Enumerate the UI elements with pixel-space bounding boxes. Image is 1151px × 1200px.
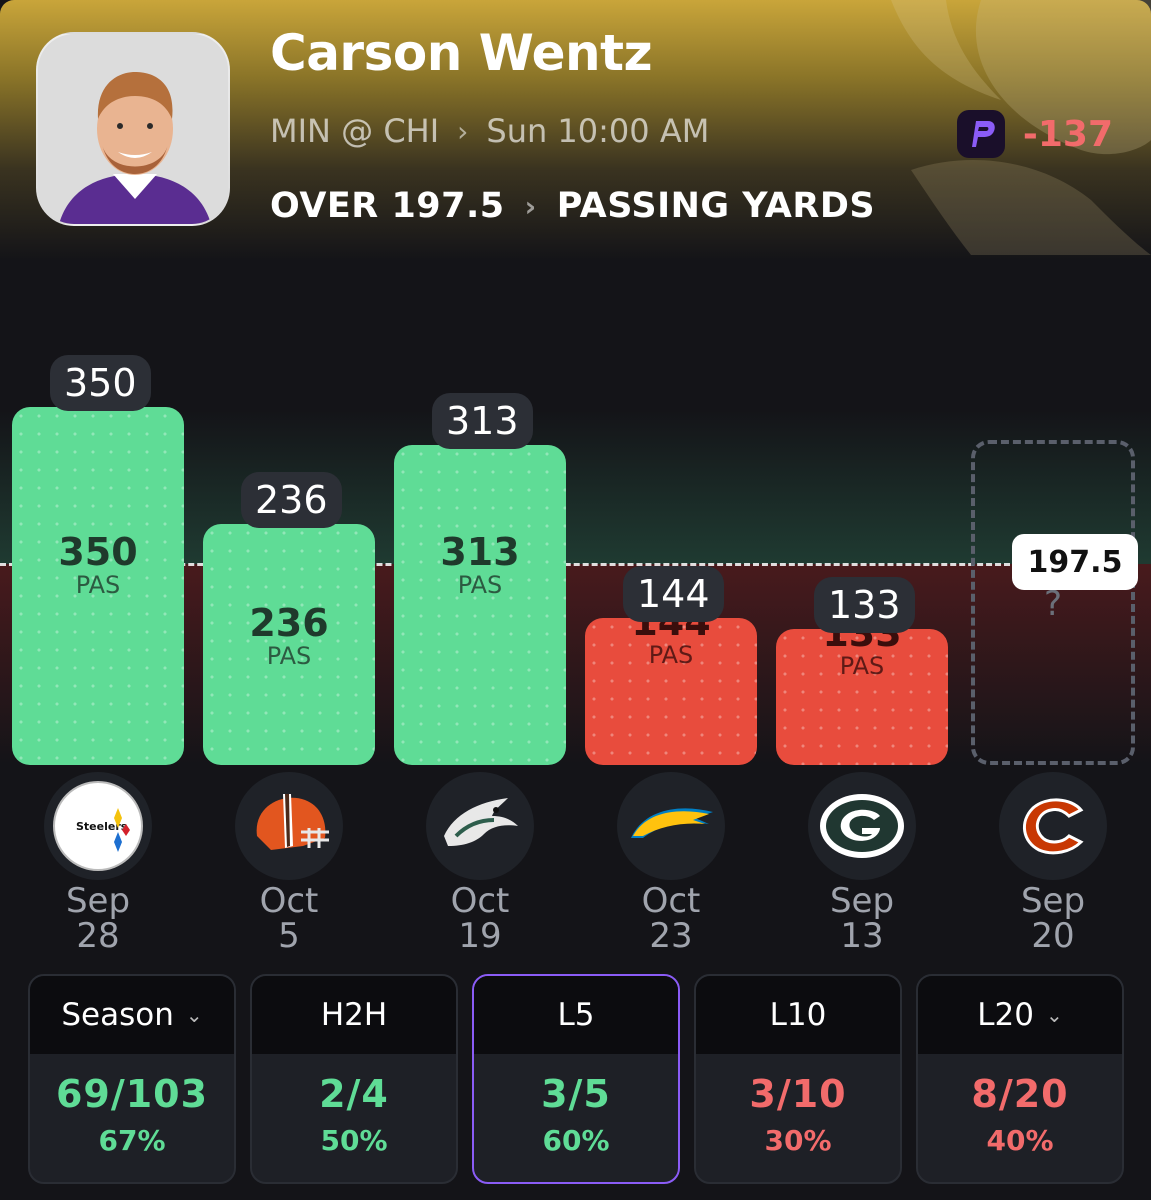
game-month: Sep (65, 881, 131, 921)
split-tab-season[interactable]: Season ⌄ 69/103 67% (28, 974, 236, 1184)
split-fraction: 2/4 (319, 1072, 389, 1116)
prizepicks-logo-icon (956, 110, 1005, 158)
split-percent: 50% (320, 1124, 388, 1157)
split-tab-l10[interactable]: L10 3/10 30% (694, 974, 902, 1184)
under-bar[interactable]: 133 PAS (776, 614, 948, 765)
opponent-game[interactable]: Oct 5 (214, 772, 364, 953)
chevron-down-icon[interactable]: ⌄ (185, 1003, 203, 1027)
bears-logo-icon (999, 772, 1107, 880)
bar-unit-label: PAS (75, 571, 121, 599)
split-header: L20 ⌄ (918, 976, 1122, 1054)
over-bar[interactable]: 350 PAS (12, 407, 184, 765)
line-value: OVER 197.5 (270, 186, 505, 226)
game-info: MIN @ CHI › Sun 10:00 AM (270, 112, 709, 150)
split-fraction: 8/20 (971, 1072, 1069, 1116)
split-tab-h2h[interactable]: H2H 2/4 50% (250, 974, 458, 1184)
game-day: 19 (458, 915, 502, 956)
split-header: Season ⌄ (30, 976, 234, 1054)
bar-unit-label: PAS (266, 641, 312, 670)
bar-value-label: 350 (58, 530, 138, 574)
split-fraction: 3/10 (749, 1072, 847, 1116)
split-label: L10 (769, 997, 827, 1033)
chevron-right-icon: › (457, 114, 469, 148)
steelers-logo-icon: Steelers (44, 772, 152, 880)
game-month: Oct (450, 881, 510, 921)
bar-top-tag: 350 (50, 355, 151, 411)
vikings-horn-icon (891, 0, 1151, 255)
game-day: 5 (278, 915, 300, 956)
bar-top-tag: 236 (241, 471, 342, 528)
split-label: H2H (320, 997, 388, 1033)
under-zone (0, 564, 1151, 764)
game-day: 13 (840, 915, 884, 956)
pending-bar[interactable]: ? (971, 440, 1135, 765)
game-day: 20 (1031, 915, 1075, 956)
opponent-game[interactable]: Oct 23 (596, 772, 746, 953)
split-label: Season (61, 997, 174, 1033)
bar-top-tag: 313 (432, 392, 533, 449)
game-month: Oct (259, 881, 319, 921)
player-name: Carson Wentz (270, 24, 653, 82)
game-month: Sep (829, 881, 895, 921)
opponent-game[interactable]: Oct 19 (405, 772, 555, 953)
split-header: L10 (696, 976, 900, 1054)
split-fraction: 3/5 (541, 1072, 611, 1116)
odds-value: -137 (1022, 113, 1113, 155)
under-bar[interactable]: 144 PAS (585, 603, 757, 765)
threshold-label: 197.5 (1012, 534, 1138, 590)
svg-text:Steelers: Steelers (76, 820, 128, 833)
split-header: H2H (252, 976, 456, 1054)
player-header: Carson Wentz MIN @ CHI › Sun 10:00 AM OV… (0, 0, 1151, 260)
bar-top-tag: 133 (814, 576, 915, 633)
game-day: 23 (649, 915, 693, 956)
split-label: L5 (557, 997, 595, 1033)
game-day: 28 (76, 915, 120, 956)
player-avatar (36, 32, 230, 226)
player-photo-icon (38, 34, 228, 224)
opponent-game[interactable]: Sep 13 (787, 772, 937, 953)
bar-unit-label: PAS (839, 651, 885, 680)
split-tab-l20[interactable]: L20 ⌄ 8/20 40% (916, 974, 1124, 1184)
browns-helmet-icon (235, 772, 343, 880)
game-month: Sep (1020, 881, 1086, 921)
bar-value-label: 313 (440, 529, 520, 574)
bar-top-tag: 144 (623, 565, 724, 622)
split-percent: 67% (98, 1124, 166, 1157)
split-header: L5 (474, 976, 678, 1054)
odds-display[interactable]: -137 (956, 110, 1113, 158)
bar-unit-label: PAS (457, 570, 503, 599)
split-percent: 60% (542, 1124, 610, 1157)
split-tab-l5[interactable]: L5 3/5 60% (472, 974, 680, 1184)
opponent-game[interactable]: Steelers Sep 28 (23, 772, 173, 953)
stat-type: PASSING YARDS (556, 186, 876, 226)
matchup-text: MIN @ CHI (270, 112, 440, 150)
game-log-chart: 350 PAS 350 236 PAS 236 313 PAS 313 144 PAS 144 133 P… (0, 260, 1151, 770)
pending-value: ? (1043, 584, 1063, 624)
over-zone (0, 410, 1151, 564)
opponent-game[interactable]: Sep 20 (978, 772, 1128, 953)
split-percent: 30% (764, 1124, 832, 1157)
split-fraction: 69/103 (55, 1072, 209, 1116)
chevron-down-icon[interactable]: ⌄ (1045, 1003, 1063, 1027)
bar-value-label: 236 (249, 600, 329, 645)
chargers-bolt-icon (617, 772, 725, 880)
over-bar[interactable]: 313 PAS (394, 444, 566, 765)
game-month: Oct (641, 881, 701, 921)
packers-logo-icon (808, 772, 916, 880)
over-bar[interactable]: 236 PAS (203, 523, 375, 765)
split-label: L20 (977, 997, 1034, 1033)
bar-unit-label: PAS (648, 640, 694, 669)
split-percent: 40% (986, 1124, 1054, 1157)
eagles-logo-icon (426, 772, 534, 880)
game-time: Sun 10:00 AM (486, 112, 710, 150)
prop-line: OVER 197.5 › PASSING YARDS (270, 186, 875, 226)
chevron-right-icon: › (524, 189, 537, 223)
